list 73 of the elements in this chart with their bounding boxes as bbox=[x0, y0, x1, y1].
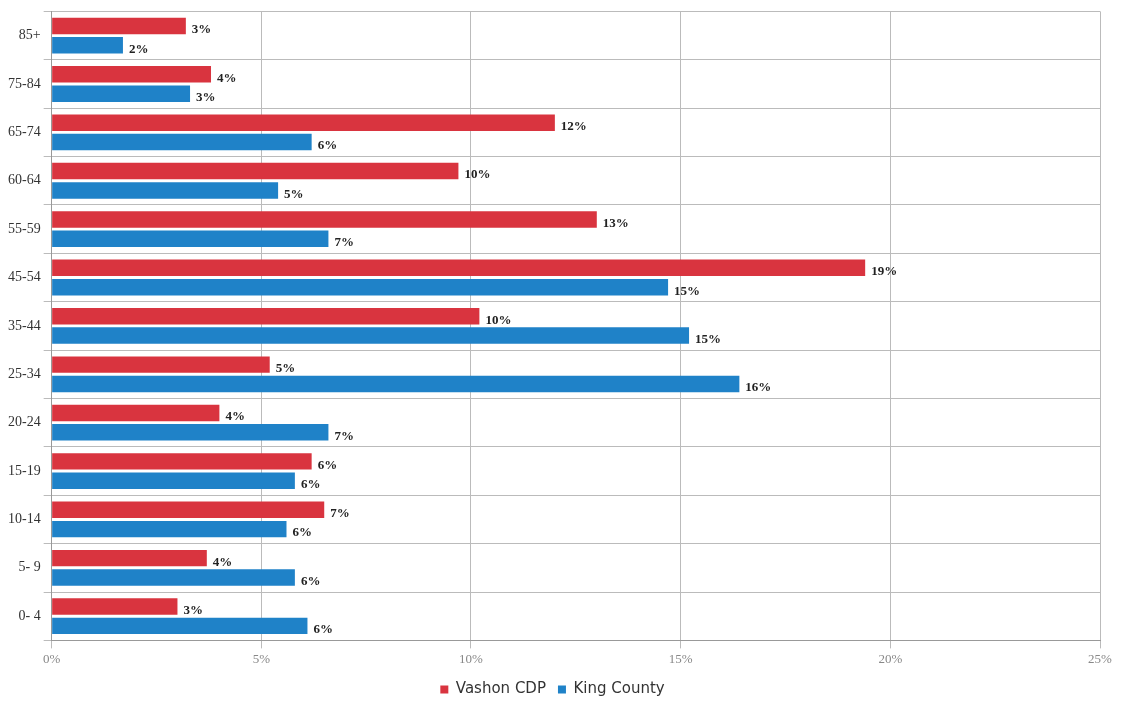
bar bbox=[52, 278, 669, 296]
data-label: 19% bbox=[871, 263, 898, 279]
data-label: 7% bbox=[334, 234, 354, 250]
bar bbox=[52, 211, 597, 228]
data-label: 6% bbox=[317, 456, 338, 472]
data-label: 15% bbox=[674, 282, 701, 298]
legend-label: Vashon CDP bbox=[455, 679, 546, 698]
x-tick-label: 20% bbox=[878, 650, 903, 666]
bar bbox=[52, 472, 295, 489]
y-tick-label: 0- 4 bbox=[18, 607, 41, 623]
bar bbox=[52, 259, 866, 277]
data-label: 3% bbox=[183, 601, 203, 617]
data-label: 2% bbox=[128, 40, 149, 56]
bar bbox=[52, 85, 191, 102]
bar bbox=[52, 66, 212, 83]
data-label: 6% bbox=[300, 476, 321, 492]
y-tick-label: 55-59 bbox=[7, 220, 41, 236]
bar bbox=[52, 549, 207, 567]
x-tick-label: 5% bbox=[252, 650, 271, 666]
data-label: 3% bbox=[196, 89, 216, 105]
bar bbox=[52, 308, 480, 325]
data-label: 15% bbox=[695, 330, 722, 346]
data-label: 5% bbox=[275, 359, 296, 375]
data-label: 7% bbox=[330, 505, 350, 521]
bar bbox=[52, 375, 740, 393]
bar bbox=[52, 598, 178, 615]
y-tick-label: 60-64 bbox=[7, 172, 41, 188]
y-tick-label: 20-24 bbox=[7, 414, 41, 430]
bar bbox=[52, 327, 690, 344]
bar bbox=[52, 114, 555, 131]
data-label: 3% bbox=[191, 21, 212, 37]
bar bbox=[52, 17, 186, 35]
bar bbox=[52, 182, 279, 199]
data-label: 5% bbox=[284, 185, 304, 201]
data-label: 10% bbox=[485, 311, 512, 327]
y-tick-label: 65-74 bbox=[7, 124, 41, 140]
y-tick-label: 5- 9 bbox=[18, 559, 41, 575]
bar bbox=[52, 520, 287, 538]
bar bbox=[52, 37, 123, 54]
data-label: 12% bbox=[560, 118, 587, 134]
y-tick-label: 10-14 bbox=[7, 511, 41, 527]
data-label: 10% bbox=[464, 166, 491, 182]
data-label: 4% bbox=[225, 408, 245, 424]
bar bbox=[52, 133, 312, 151]
y-tick-label: 25-34 bbox=[7, 365, 41, 381]
x-tick-label: 10% bbox=[459, 650, 484, 666]
bar bbox=[52, 453, 312, 470]
y-tick-label: 15-19 bbox=[7, 462, 41, 478]
y-tick-label: 45-54 bbox=[7, 269, 41, 285]
y-tick-label: 75-84 bbox=[7, 75, 41, 91]
bar bbox=[52, 230, 329, 248]
bar bbox=[52, 162, 459, 180]
data-label: 6% bbox=[313, 621, 333, 637]
data-label: 4% bbox=[217, 69, 237, 85]
x-tick-label: 25% bbox=[1088, 650, 1113, 666]
bar bbox=[52, 424, 329, 441]
legend-label: King County bbox=[573, 679, 665, 698]
data-label: 16% bbox=[745, 379, 772, 395]
y-tick-label: 35-44 bbox=[7, 317, 41, 333]
data-label: 6% bbox=[292, 524, 312, 540]
data-label: 4% bbox=[212, 553, 233, 569]
data-label: 13% bbox=[602, 214, 629, 230]
data-label: 7% bbox=[334, 427, 354, 443]
bar bbox=[52, 501, 325, 518]
bar bbox=[52, 404, 220, 422]
data-label: 6% bbox=[317, 137, 338, 153]
bar bbox=[52, 569, 295, 586]
bar bbox=[52, 356, 270, 373]
x-tick-label: 0% bbox=[42, 650, 61, 666]
x-tick-label: 15% bbox=[668, 650, 693, 666]
data-label: 6% bbox=[300, 572, 321, 588]
y-tick-label: 85+ bbox=[18, 27, 41, 43]
bar bbox=[52, 617, 308, 635]
